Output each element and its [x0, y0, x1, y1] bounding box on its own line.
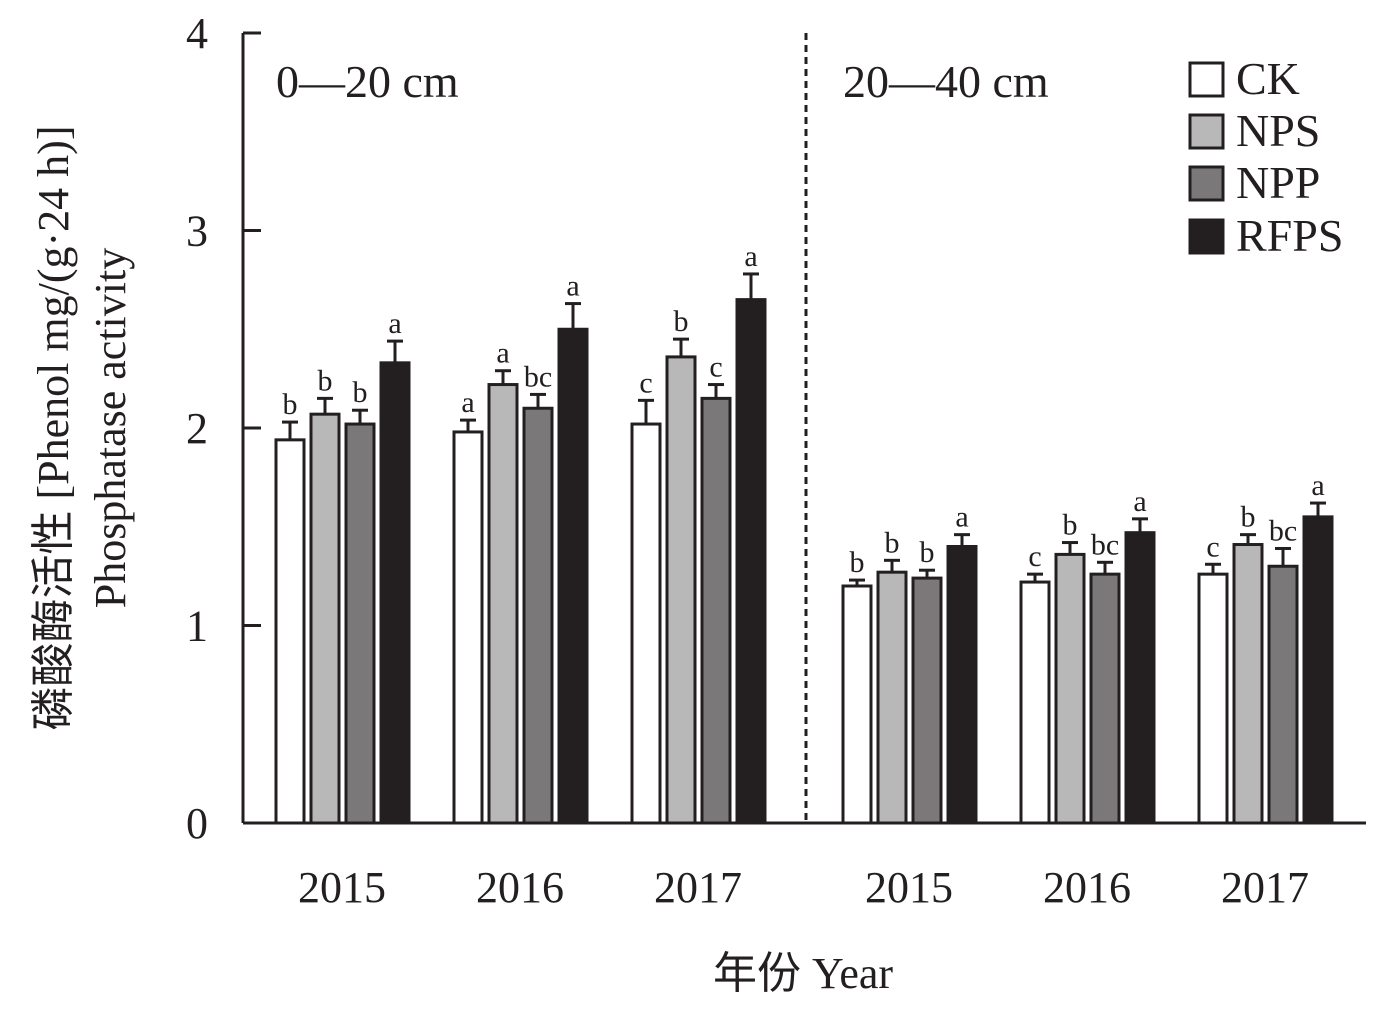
- bar-nps: [876, 570, 908, 825]
- significance-letter: bc: [524, 360, 552, 393]
- significance-letter: a: [1311, 469, 1324, 502]
- y-tick-label: 3: [186, 207, 208, 256]
- panel-label-0-20cm: 0—20 cm: [276, 56, 459, 107]
- y-tick-label: 1: [186, 602, 208, 651]
- bar-npp: [522, 406, 554, 825]
- bar-ck: [1019, 580, 1051, 825]
- x-tick-label: 2017: [1221, 863, 1309, 912]
- significance-letter: c: [1028, 540, 1041, 573]
- significance-letter: a: [461, 386, 474, 419]
- y-tick-label: 0: [186, 799, 208, 848]
- significance-letter: c: [709, 351, 722, 384]
- bar-npp: [1267, 564, 1299, 825]
- legend-label-rfps: RFPS: [1236, 210, 1343, 261]
- significance-letter: b: [353, 376, 368, 409]
- bar-ck: [1197, 572, 1229, 825]
- bar-group-2017-0-20cm: cbc a: [630, 240, 767, 825]
- significance-letter: a: [388, 307, 401, 340]
- bar-npp: [344, 422, 376, 825]
- x-tick-label: 2015: [865, 863, 953, 912]
- significance-letter: a: [496, 337, 509, 370]
- significance-letter: b: [1063, 509, 1078, 542]
- x-axis-title: 年份 Year: [713, 949, 893, 998]
- significance-letter: b: [885, 526, 900, 559]
- significance-letter: b: [850, 546, 865, 579]
- bar-ck: [274, 438, 306, 825]
- y-tick-label: 4: [186, 9, 208, 58]
- significance-letter: b: [1241, 501, 1256, 534]
- legend-swatch-ck: [1188, 61, 1225, 98]
- bar-rfps: [1302, 515, 1334, 825]
- x-tick-label: 2016: [1043, 863, 1131, 912]
- y-axis-title-cn: 磷酸酶活性 [Phenol mg/(g·24 h)]: [29, 126, 78, 731]
- legend-label-npp: NPP: [1236, 157, 1320, 208]
- bar-rfps: [946, 545, 978, 825]
- significance-letter: a: [566, 270, 579, 303]
- bar-rfps: [379, 361, 411, 825]
- significance-letter: bc: [1091, 528, 1119, 561]
- legend-swatch-rfps: [1188, 218, 1225, 255]
- bar-group-2015-0-20cm: bb ba: [274, 307, 411, 825]
- bar-npp: [700, 396, 732, 825]
- x-tick-label: 2016: [476, 863, 564, 912]
- legend-label-ck: CK: [1236, 53, 1300, 104]
- significance-letter: b: [283, 388, 298, 421]
- bar-ck: [630, 422, 662, 825]
- x-tick-label: 2017: [654, 863, 742, 912]
- significance-letter: b: [920, 536, 935, 569]
- bar-ck: [452, 430, 484, 825]
- significance-letter: c: [639, 366, 652, 399]
- bar-nps: [309, 412, 341, 825]
- bar-ck: [841, 584, 873, 825]
- significance-letter: b: [318, 364, 333, 397]
- bar-group-2017-20-40cm: cb bca: [1197, 469, 1334, 825]
- panel-label-20-40cm: 20—40 cm: [843, 56, 1049, 107]
- bar-npp: [1089, 572, 1121, 825]
- significance-letter: a: [955, 501, 968, 534]
- bar-rfps: [735, 298, 767, 825]
- legend-swatch-nps: [1188, 113, 1225, 150]
- bar-rfps: [1124, 531, 1156, 825]
- bar-nps: [487, 383, 519, 825]
- legend-label-nps: NPS: [1236, 105, 1320, 156]
- significance-letter: a: [1133, 485, 1146, 518]
- bar-nps: [1054, 552, 1086, 825]
- bar-nps: [665, 355, 697, 825]
- y-axis-title-en: Phosphatase activity: [86, 248, 135, 609]
- significance-letter: b: [674, 305, 689, 338]
- significance-letter: c: [1206, 530, 1219, 563]
- axes: 0 1 2 3 4: [186, 9, 1366, 848]
- significance-letter: bc: [1269, 514, 1297, 547]
- bar-group-2015-20-40cm: bb ba: [841, 501, 978, 825]
- bar-nps: [1232, 543, 1264, 825]
- legend-swatch-npp: [1188, 165, 1225, 202]
- y-tick-label: 2: [186, 404, 208, 453]
- x-tick-label: 2015: [298, 863, 386, 912]
- bar-rfps: [557, 327, 589, 825]
- bar-npp: [911, 576, 943, 825]
- significance-letter: a: [744, 240, 757, 273]
